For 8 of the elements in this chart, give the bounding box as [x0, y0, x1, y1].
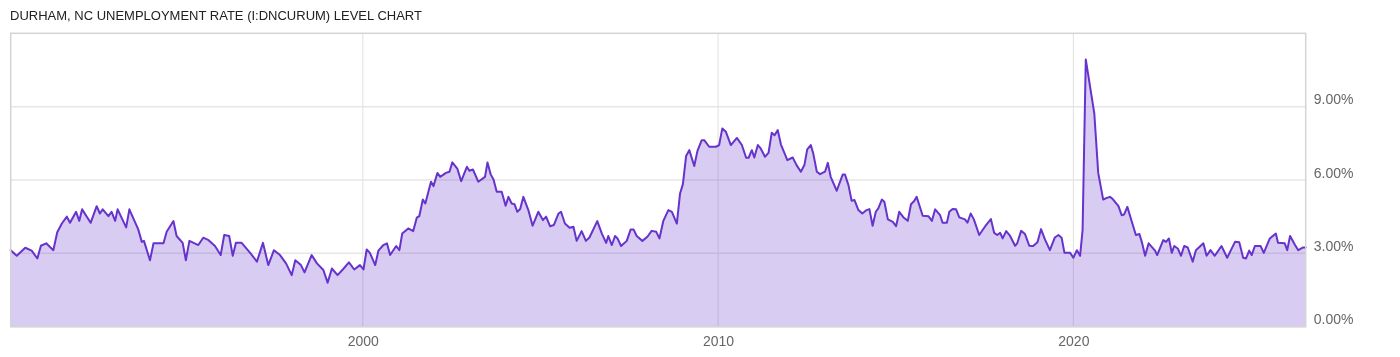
y-tick-label: 6.00% [1313, 164, 1354, 181]
y-tick-label: 0.00% [1313, 311, 1354, 328]
y-tick-label: 3.00% [1313, 238, 1354, 255]
x-tick-label: 2010 [702, 332, 735, 349]
y-tick-label: 9.00% [1313, 91, 1354, 108]
chart-title: DURHAM, NC UNEMPLOYMENT RATE (I:DNCURUM) LEVEL CHART [10, 8, 422, 23]
x-tick-label: 2000 [347, 332, 380, 349]
x-tick-label: 2020 [1058, 332, 1090, 349]
